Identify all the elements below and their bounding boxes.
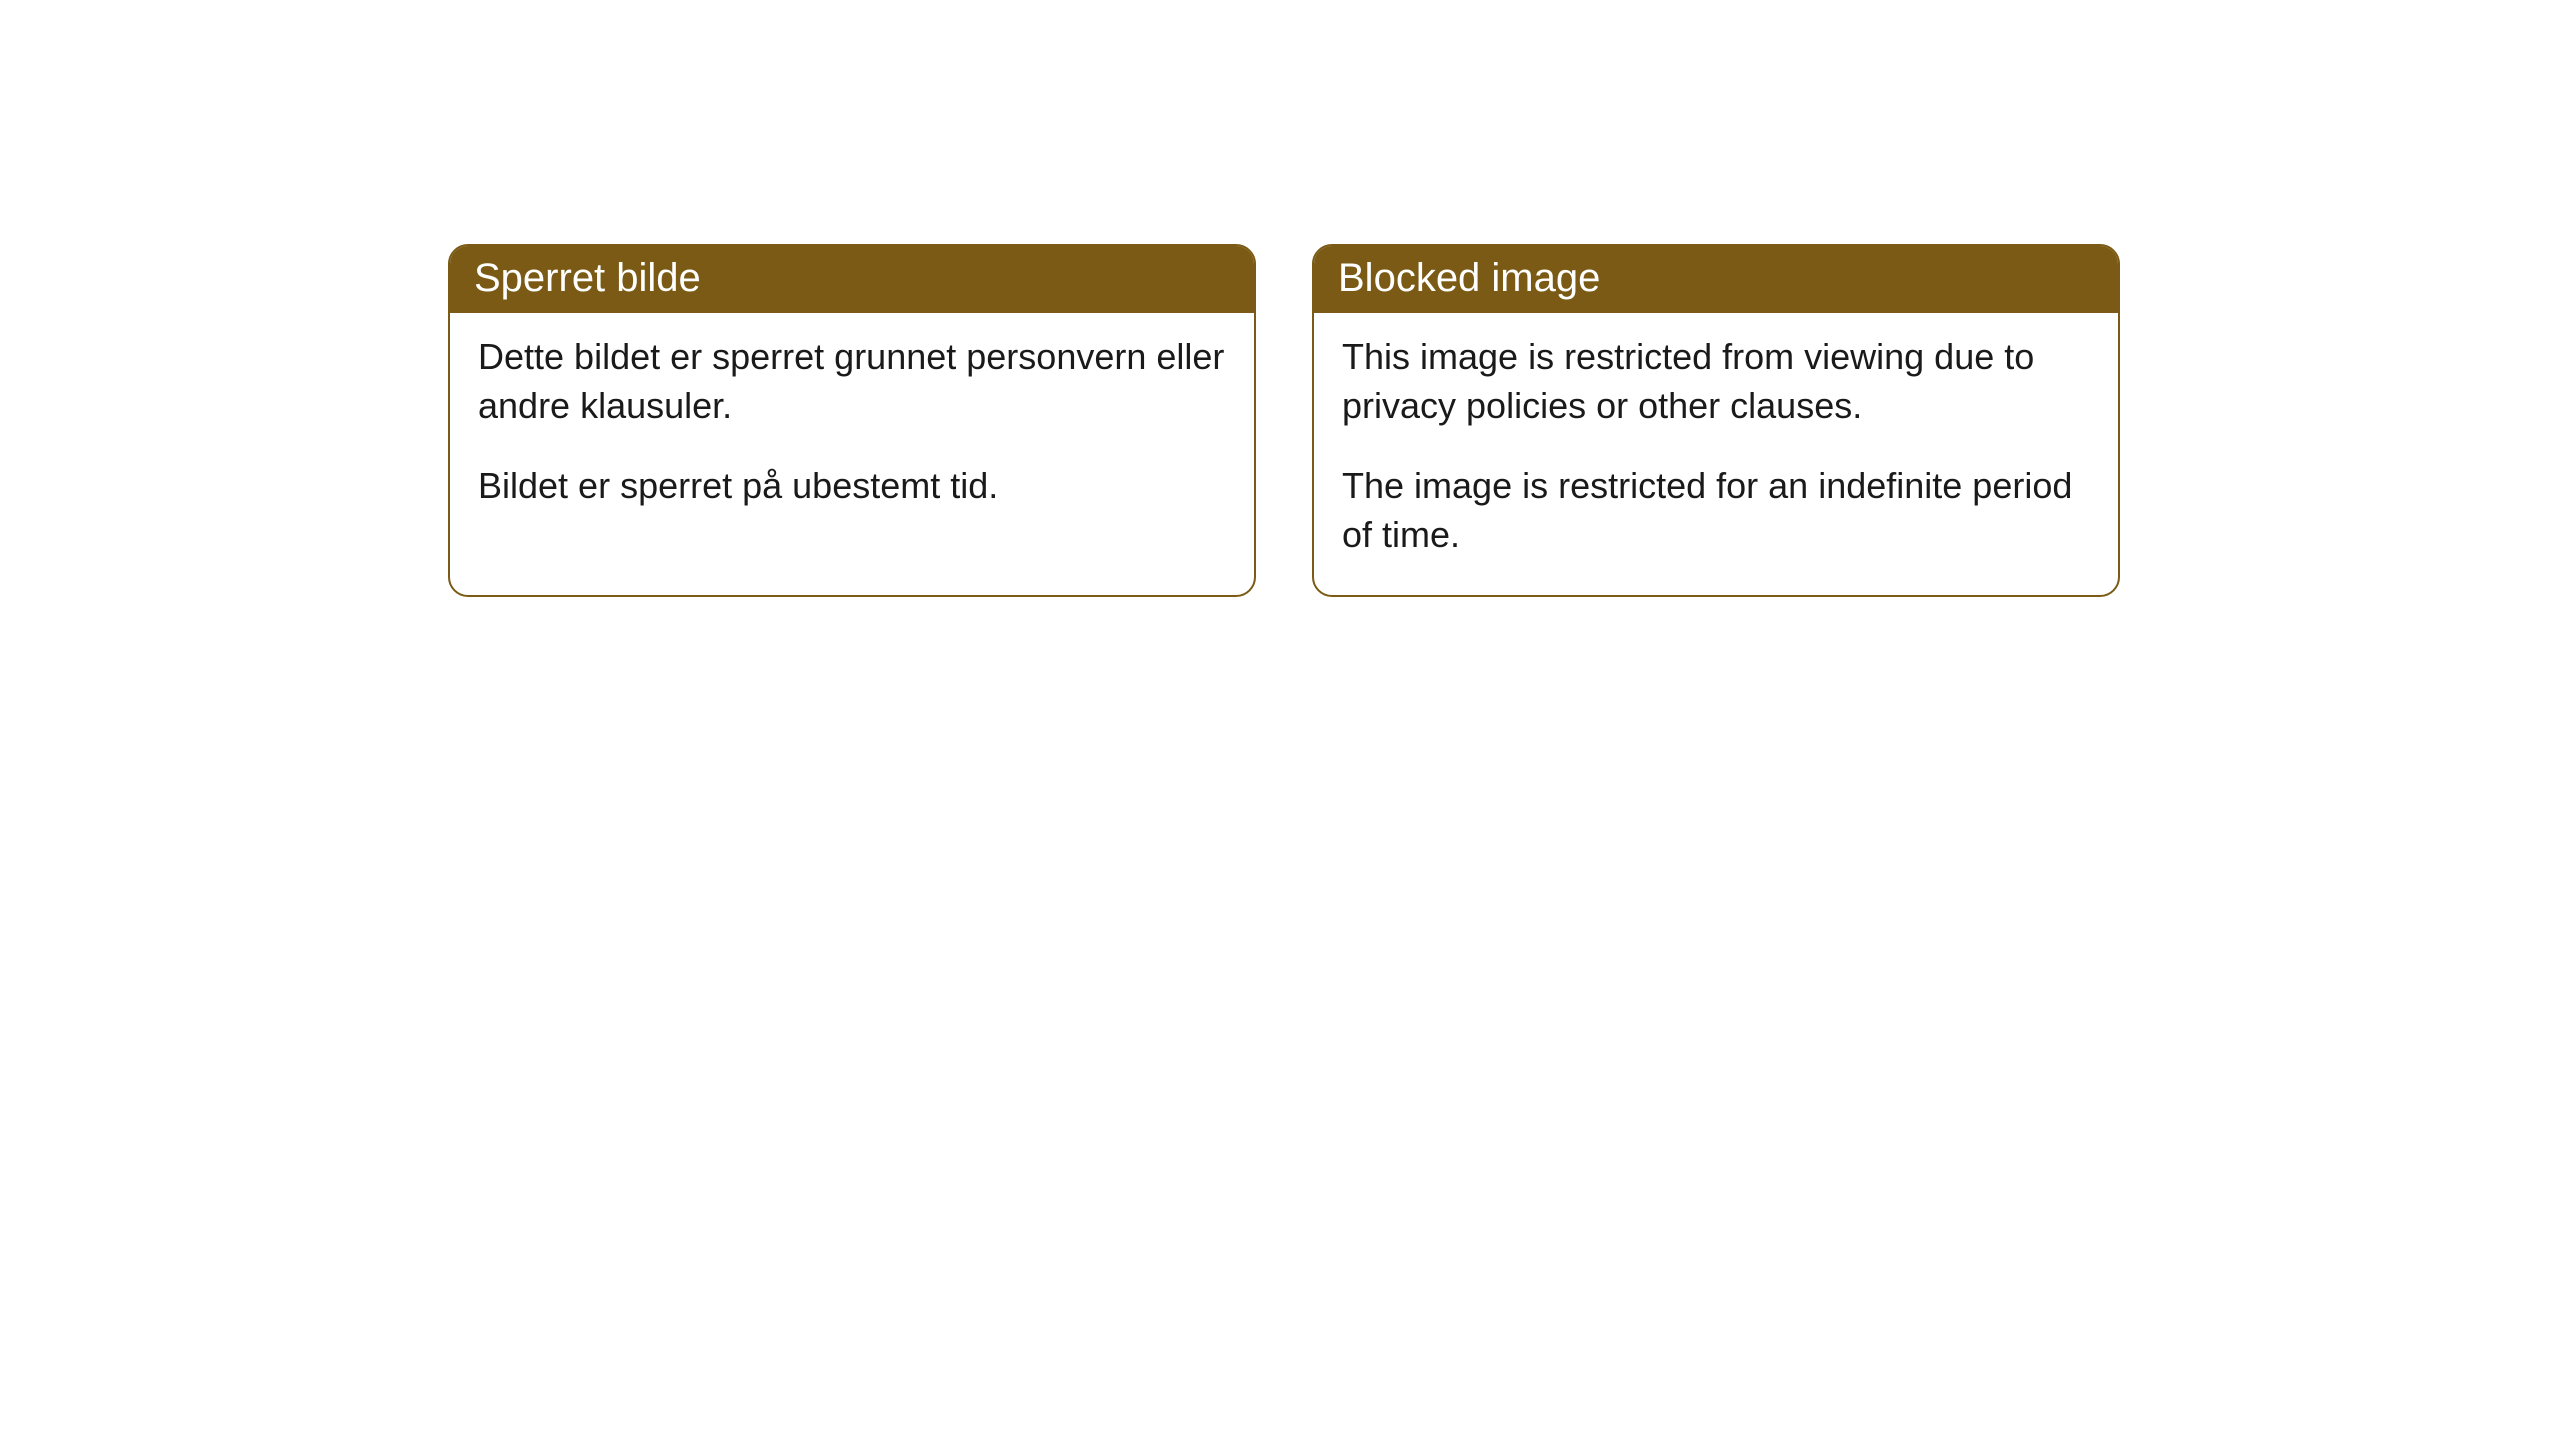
card-title: Sperret bilde xyxy=(474,256,701,300)
card-paragraph: Dette bildet er sperret grunnet personve… xyxy=(478,333,1226,430)
card-paragraph: This image is restricted from viewing du… xyxy=(1342,333,2090,430)
card-paragraph: Bildet er sperret på ubestemt tid. xyxy=(478,462,1226,511)
card-body: Dette bildet er sperret grunnet personve… xyxy=(450,313,1254,547)
card-body: This image is restricted from viewing du… xyxy=(1314,313,2118,595)
card-header: Blocked image xyxy=(1314,246,2118,313)
cards-container: Sperret bilde Dette bildet er sperret gr… xyxy=(0,0,2560,597)
card-paragraph: The image is restricted for an indefinit… xyxy=(1342,462,2090,559)
card-header: Sperret bilde xyxy=(450,246,1254,313)
blocked-image-card-norwegian: Sperret bilde Dette bildet er sperret gr… xyxy=(448,244,1256,597)
blocked-image-card-english: Blocked image This image is restricted f… xyxy=(1312,244,2120,597)
card-title: Blocked image xyxy=(1338,256,1600,300)
